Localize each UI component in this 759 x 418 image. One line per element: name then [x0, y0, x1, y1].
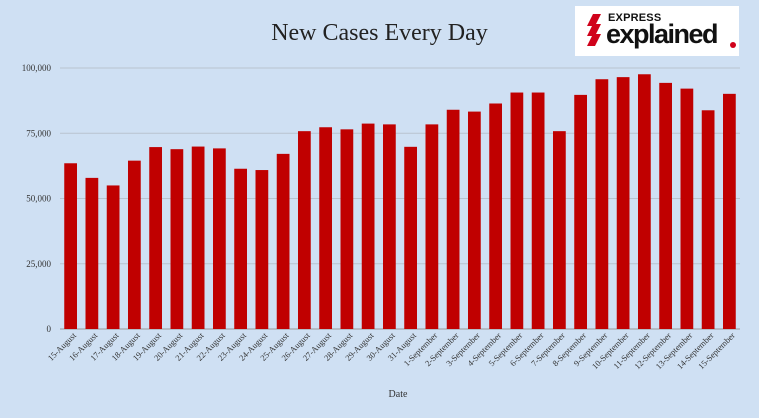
bar: [553, 131, 566, 329]
y-tick-label: 50,000: [26, 194, 51, 204]
bar: [659, 82, 672, 329]
bar: [468, 111, 481, 329]
bars: [64, 74, 736, 330]
bar: [616, 77, 630, 329]
bar: [680, 88, 694, 329]
bar: [213, 148, 226, 329]
bar: [595, 79, 609, 330]
bar: [361, 123, 375, 329]
y-tick-label: 25,000: [26, 259, 51, 269]
bar: [319, 127, 332, 329]
express-explained-logo: EXPRESS explained: [575, 6, 739, 56]
bar: [510, 92, 524, 329]
bar: [574, 94, 587, 330]
bar: [170, 149, 184, 329]
bar: [234, 168, 247, 329]
logo-main-text: explained: [606, 19, 719, 49]
bar: [191, 146, 205, 329]
bar: [701, 110, 715, 329]
bar: [106, 185, 120, 329]
y-axis-ticks: 0 25,000 50,000 75,000 100,000: [22, 63, 52, 334]
express-stripes-icon: [587, 14, 601, 46]
bar: [723, 93, 736, 330]
bar: [149, 147, 162, 329]
bar: [255, 170, 269, 329]
bar: [128, 160, 141, 329]
y-tick-label: 75,000: [26, 128, 51, 138]
y-tick-label: 100,000: [22, 63, 52, 73]
bar: [638, 74, 651, 329]
chart-title: New Cases Every Day: [271, 20, 488, 46]
bar: [404, 146, 417, 329]
bar: [446, 109, 460, 329]
bar: [340, 129, 354, 329]
bar: [425, 124, 439, 329]
bar: [489, 103, 502, 329]
bar: [85, 177, 99, 329]
bar: [64, 163, 77, 329]
bar: [298, 131, 311, 329]
bar: [531, 92, 545, 329]
bar: [383, 124, 396, 329]
x-axis-ticks: 15-August16-August17-August18-August19-A…: [46, 330, 737, 371]
logo-top-text: EXPRESS: [608, 12, 662, 24]
y-tick-label: 0: [47, 324, 52, 334]
logo-dot: [730, 42, 736, 48]
x-axis-label: Date: [389, 389, 408, 400]
bar: [276, 153, 290, 329]
